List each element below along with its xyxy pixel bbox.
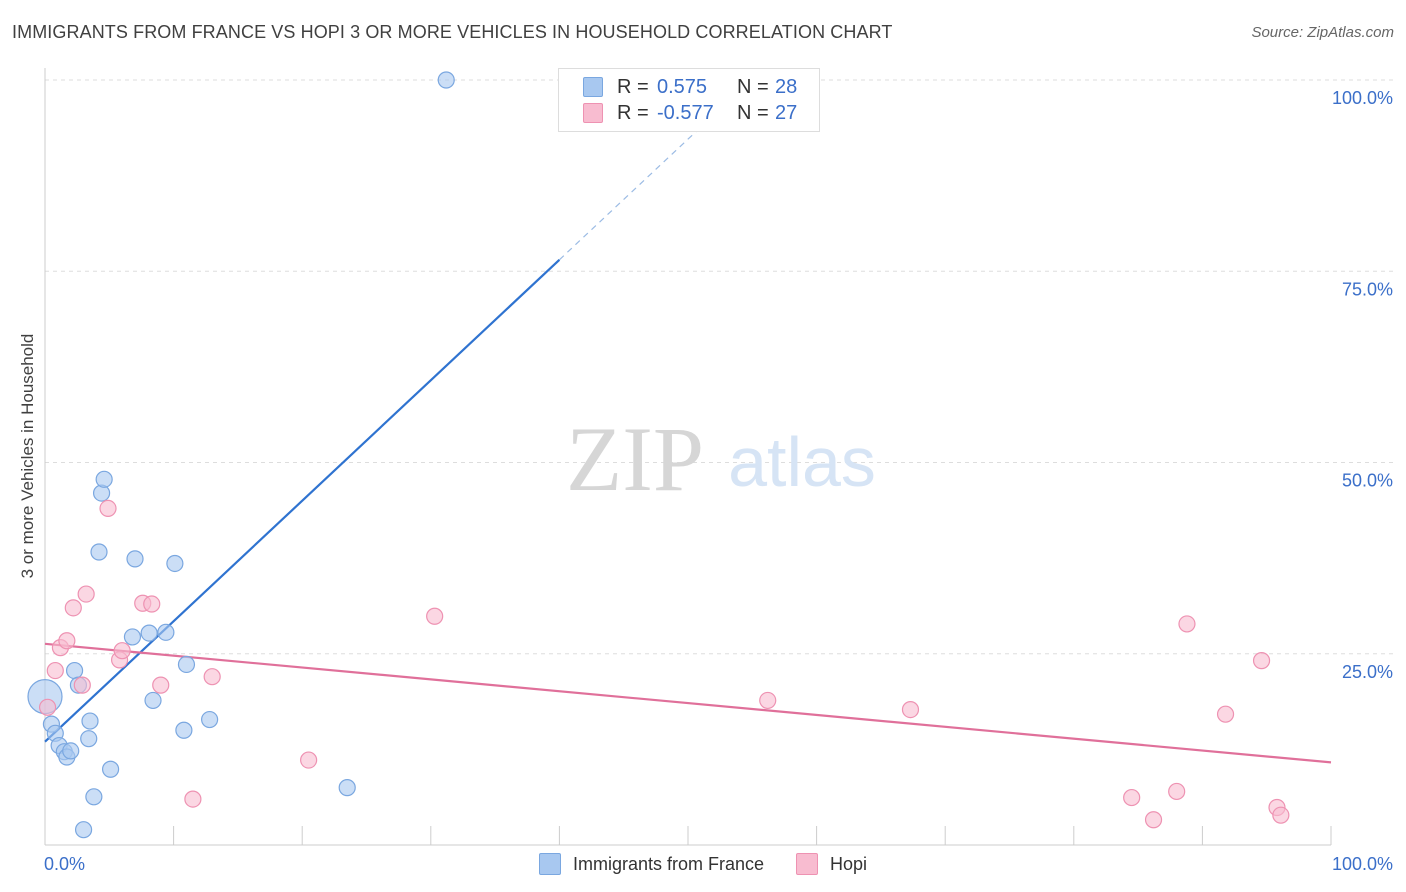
data-point-france [81,712,99,730]
legend-n-label: N = [737,75,769,98]
data-point-france [95,470,113,488]
data-point-france [85,788,103,806]
series-swatch-france [538,853,561,875]
data-point-hopi [77,585,95,603]
legend-r-value: 0.575 [657,75,708,98]
legend-row-hopi: R = -0.577 N = 27 [583,101,797,125]
legend-n-label: N = [737,101,769,124]
data-point-hopi [143,595,161,613]
chart-title: IMMIGRANTS FROM FRANCE VS HOPI 3 OR MORE… [12,22,893,42]
data-point-france [175,721,193,739]
data-point-hopi [38,698,57,716]
data-point-hopi [1252,652,1271,670]
legend-n-value: 27 [775,101,798,124]
legend-swatch-france [583,77,603,97]
legend-swatch-hopi [583,103,603,123]
data-point-france [338,779,356,797]
x-tick-label: 0.0% [44,854,85,874]
data-point-france [90,543,108,561]
data-point-hopi [46,661,64,680]
data-point-hopi [426,607,444,625]
y-tick-label: 100.0% [1332,88,1393,108]
data-point-france [123,628,142,646]
chart-source: Source: ZipAtlas.com [1251,24,1394,41]
data-points [27,71,1290,839]
data-point-hopi [203,668,221,686]
legend-row-france: R = 0.575 N = 28 [583,75,797,99]
grid-lines [45,79,1394,655]
data-point-hopi [113,642,131,660]
data-point-france [437,71,455,89]
data-point-hopi [1178,615,1196,633]
series-swatch-hopi [796,853,818,875]
y-tick-label: 50.0% [1342,471,1393,491]
data-point-france [177,655,196,674]
data-point-france [65,661,84,680]
data-point-hopi [1144,811,1163,829]
data-point-hopi [1272,806,1290,824]
data-point-hopi [759,691,777,710]
legend-r-label: R = [617,75,649,98]
data-point-hopi [64,599,82,617]
series-legend: Immigrants from France Hopi [0,852,1406,876]
data-point-france [140,624,158,642]
legend-r-value: -0.577 [657,101,714,124]
data-point-france [126,550,144,568]
legend-n-value: 28 [775,75,798,98]
tick-labels: 25.0% 50.0% 75.0% 100.0% 0.0% 100.0% [44,88,1393,874]
legend-r-label: R = [617,101,649,124]
data-point-hopi [73,676,91,694]
series-legend-item-france: Immigrants from France [538,853,764,875]
series-name-france: Immigrants from France [572,853,764,874]
y-tick-label: 75.0% [1342,279,1393,299]
data-point-hopi [1123,788,1141,807]
watermark-atlas: atlas [728,423,876,501]
data-point-hopi [99,499,117,517]
data-point-france [62,742,80,760]
data-point-hopi [58,632,76,650]
data-point-france [80,730,98,748]
watermark-zip: ZIP [566,408,704,510]
data-point-france [166,554,184,573]
data-point-france [144,691,162,710]
data-point-hopi [1216,705,1235,723]
data-point-france [101,760,120,778]
data-point-hopi [152,676,170,694]
series-legend-item-hopi: Hopi [796,853,867,875]
data-point-hopi [300,751,318,769]
series-name-hopi: Hopi [830,853,868,874]
data-point-france [157,623,175,641]
x-tick-label: 100.0% [1332,854,1393,874]
y-tick-label: 25.0% [1342,662,1393,682]
trend-line-france [44,258,561,743]
trend-line-hopi [44,642,1332,764]
data-point-france [74,821,93,839]
correlation-legend: R = 0.575 N = 28 R = -0.577 N = 27 [558,68,820,132]
data-point-hopi [184,790,202,808]
data-point-hopi [901,700,920,719]
data-point-france [201,710,219,729]
watermark: ZIP atlas [566,408,876,510]
data-point-hopi [1168,782,1186,801]
